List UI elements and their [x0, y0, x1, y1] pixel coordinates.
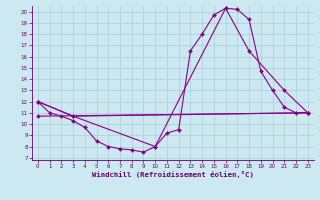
X-axis label: Windchill (Refroidissement éolien,°C): Windchill (Refroidissement éolien,°C) — [92, 171, 254, 178]
